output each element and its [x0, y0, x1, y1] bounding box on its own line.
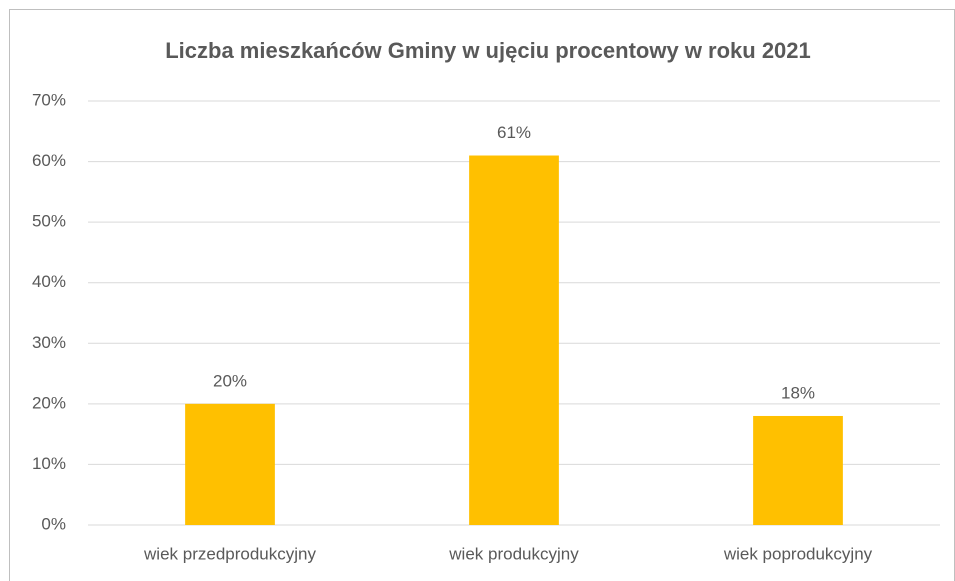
y-tick-label: 0% [41, 514, 66, 533]
y-tick-label: 20% [32, 393, 66, 412]
chart-title: Liczba mieszkańców Gminy w ujęciu procen… [165, 38, 811, 63]
y-tick-label: 50% [32, 212, 66, 231]
y-tick-label: 60% [32, 151, 66, 170]
x-tick-label: wiek produkcyjny [448, 544, 579, 563]
data-label: 61% [497, 123, 531, 142]
y-tick-label: 40% [32, 272, 66, 291]
y-tick-label: 10% [32, 454, 66, 473]
data-label: 18% [781, 383, 815, 402]
y-tick-label: 30% [32, 333, 66, 352]
bar [185, 403, 275, 525]
x-tick-label: wiek poprodukcyjny [723, 544, 873, 563]
data-label: 20% [213, 371, 247, 390]
x-tick-label: wiek przedprodukcyjny [143, 544, 316, 563]
y-tick-label: 70% [32, 90, 66, 109]
bar [469, 155, 559, 525]
bar [753, 415, 843, 525]
